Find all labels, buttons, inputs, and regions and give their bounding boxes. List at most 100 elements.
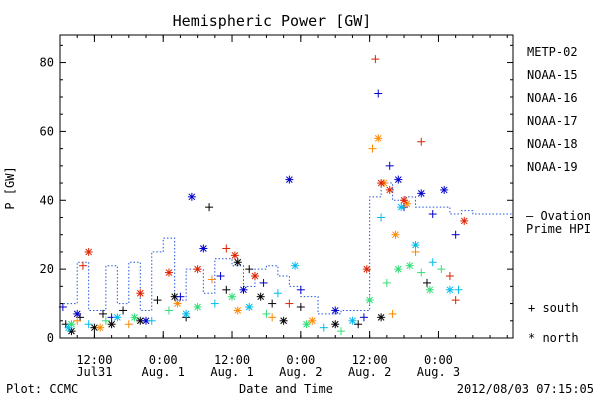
data-point-noaa-17-north	[302, 320, 311, 329]
data-point-noaa-19-south	[417, 137, 426, 146]
data-points	[58, 55, 469, 336]
data-point-noaa-18-south	[368, 144, 377, 153]
data-point-noaa-19-north	[136, 289, 145, 298]
legend-marker-north: * north	[528, 331, 579, 345]
data-point-noaa-19-south	[451, 296, 460, 305]
data-point-noaa-16-north	[245, 303, 254, 312]
data-point-noaa-19-south	[371, 55, 380, 64]
x-tick-label-time: 12:00	[76, 353, 112, 367]
data-point-metp-02-south	[268, 299, 277, 308]
data-point-noaa-16-south	[319, 323, 328, 332]
data-point-metp-02-north	[377, 313, 386, 322]
data-point-noaa-16-south	[454, 285, 463, 294]
data-point-noaa-15-south	[176, 292, 185, 301]
data-point-metp-02-south	[222, 285, 231, 294]
data-point-metp-02-south	[422, 278, 431, 287]
x-tick-label-time: 12:00	[214, 353, 250, 367]
data-point-noaa-19-north	[377, 179, 386, 188]
data-point-metp-02-north	[331, 320, 340, 329]
data-point-noaa-17-north	[130, 313, 139, 322]
y-tick-label: 0	[47, 331, 54, 345]
data-point-noaa-19-north	[230, 251, 239, 260]
legend-entry-noaa-17: NOAA-17	[527, 114, 578, 128]
data-point-noaa-15-south	[259, 278, 268, 287]
data-point-metp-02-south	[153, 296, 162, 305]
plot-credit: Plot: CCMC	[6, 382, 78, 396]
data-point-noaa-15-north	[331, 306, 340, 315]
ovation-step-line	[60, 182, 513, 315]
data-point-noaa-19-north	[84, 247, 93, 256]
x-tick-label-date: Aug. 3	[417, 365, 460, 379]
data-point-noaa-16-north	[291, 261, 300, 270]
data-point-noaa-16-south	[147, 316, 156, 325]
x-tick-label-date: Aug. 2	[279, 365, 322, 379]
data-point-noaa-19-north	[400, 196, 409, 205]
data-point-noaa-16-north	[113, 313, 122, 322]
data-point-noaa-17-north	[425, 285, 434, 294]
data-point-metp-02-north	[256, 292, 265, 301]
data-point-noaa-18-north	[233, 306, 242, 315]
data-point-noaa-16-north	[397, 203, 406, 212]
x-tick-label-time: 0:00	[424, 353, 453, 367]
data-point-noaa-19-south	[78, 261, 87, 270]
data-point-noaa-18-south	[388, 309, 397, 318]
y-axis-label: P [GW]	[3, 166, 17, 209]
data-point-noaa-17-south	[417, 268, 426, 277]
y-tick-label: 80	[40, 56, 54, 70]
data-point-noaa-17-south	[336, 327, 345, 336]
data-point-noaa-18-south	[73, 316, 82, 325]
ovation-layer	[60, 182, 513, 315]
data-point-noaa-19-north	[193, 265, 202, 274]
data-point-noaa-15-north	[417, 189, 426, 198]
data-point-noaa-19-north	[460, 216, 469, 225]
data-point-metp-02-south	[205, 203, 214, 212]
data-point-noaa-15-south	[216, 272, 225, 281]
legend-entry-noaa-18: NOAA-18	[527, 137, 578, 151]
data-point-noaa-15-south	[296, 285, 305, 294]
data-point-noaa-19-south	[285, 299, 294, 308]
data-point-noaa-16-south	[377, 213, 386, 222]
data-point-noaa-17-north	[394, 265, 403, 274]
data-point-noaa-18-south	[411, 247, 420, 256]
data-point-noaa-19-north	[385, 185, 394, 194]
data-point-noaa-15-south	[428, 210, 437, 219]
x-tick-label-time: 0:00	[149, 353, 178, 367]
legend-ovation-line2: Prime HPI	[526, 222, 591, 236]
data-point-noaa-17-north	[193, 303, 202, 312]
data-point-noaa-18-north	[96, 323, 105, 332]
data-point-noaa-15-north	[187, 192, 196, 201]
data-point-noaa-17-north	[228, 292, 237, 301]
y-tick-label: 20	[40, 262, 54, 276]
data-point-metp-02-north	[279, 316, 288, 325]
legend: METP-02 NOAA-15 NOAA-16 NOAA-17 NOAA-18 NOAA-…	[526, 45, 591, 345]
legend-entry-noaa-19: NOAA-19	[527, 160, 578, 174]
legend-marker-south: + south	[528, 301, 579, 315]
data-point-noaa-18-south	[268, 313, 277, 322]
data-point-noaa-15-south	[451, 230, 460, 239]
data-point-metp-02-south	[296, 303, 305, 312]
x-tick-label-time: 12:00	[352, 353, 388, 367]
data-point-noaa-16-north	[411, 241, 420, 250]
data-point-noaa-19-south	[445, 272, 454, 281]
data-point-noaa-17-north	[365, 296, 374, 305]
data-point-metp-02-north	[107, 320, 116, 329]
data-point-noaa-18-south	[207, 275, 216, 284]
data-point-noaa-16-south	[210, 299, 219, 308]
data-point-noaa-17-north	[405, 261, 414, 270]
data-point-noaa-17-south	[382, 278, 391, 287]
y-tick-label: 60	[40, 124, 54, 138]
data-point-noaa-18-north	[308, 316, 317, 325]
data-point-noaa-15-south	[359, 313, 368, 322]
data-point-noaa-16-south	[84, 320, 93, 329]
x-tick-label-date: Aug. 2	[348, 365, 391, 379]
data-point-noaa-17-south	[164, 306, 173, 315]
timestamp: 2012/08/03 07:15:05	[457, 382, 594, 396]
data-point-noaa-15-north	[199, 244, 208, 253]
data-point-noaa-19-north	[250, 272, 259, 281]
x-tick-label-date: Jul31	[76, 365, 112, 379]
data-point-noaa-15-south	[385, 161, 394, 170]
data-point-metp-02-south	[245, 265, 254, 274]
